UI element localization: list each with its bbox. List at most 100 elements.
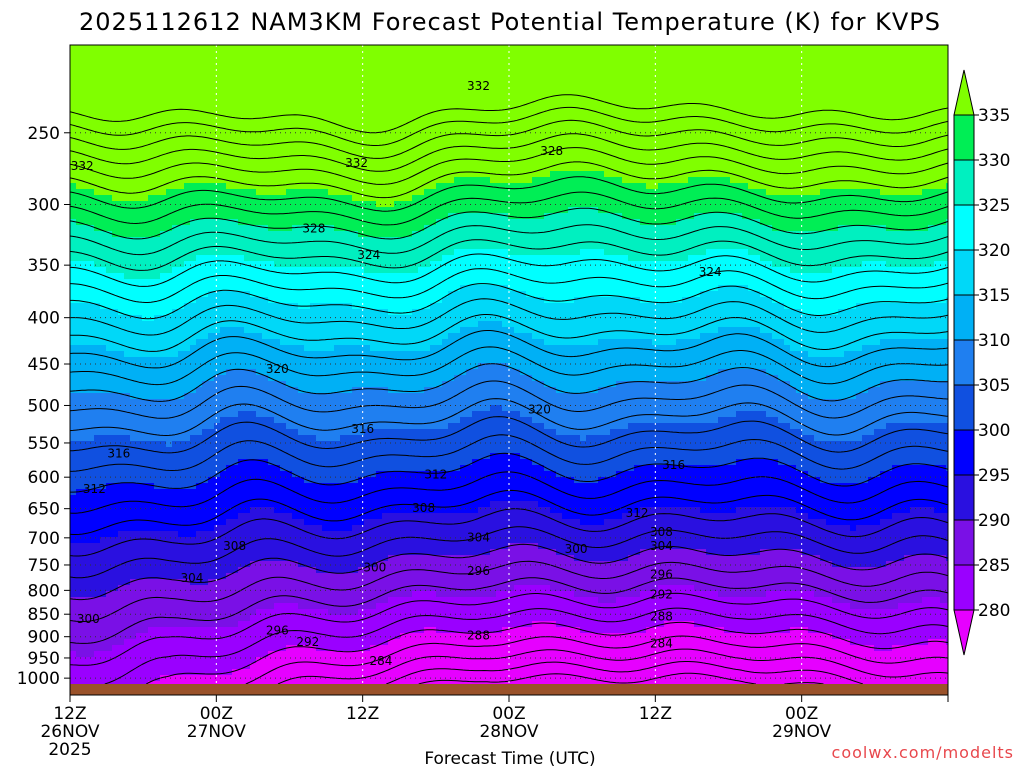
field-cell [328,117,335,124]
field-cell [166,495,173,502]
field-cell [118,285,125,292]
field-cell [70,633,77,640]
field-cell [178,423,185,430]
field-cell [316,267,323,274]
field-cell [292,663,299,670]
field-cell [262,549,269,556]
field-cell [238,513,245,520]
field-cell [184,225,191,232]
field-cell [244,591,251,598]
field-cell [184,69,191,76]
field-cell [184,123,191,130]
field-cell [184,177,191,184]
field-cell [160,57,167,64]
field-cell [106,327,113,334]
field-cell [232,135,239,142]
field-cell [94,489,101,496]
field-cell [124,255,131,262]
field-cell [82,129,89,136]
field-cell [118,75,125,82]
field-cell [334,429,341,436]
field-cell [238,627,245,634]
field-cell [202,159,209,166]
field-cell [220,309,227,316]
field-cell [112,51,119,58]
field-cell [190,201,197,208]
field-cell [142,225,149,232]
field-cell [166,567,173,574]
field-cell [328,231,335,238]
field-cell [238,357,245,364]
field-cell [286,495,293,502]
field-cell [226,345,233,352]
field-cell [202,447,209,454]
field-cell [94,321,101,328]
field-cell [214,573,221,580]
field-cell [208,405,215,412]
field-cell [214,195,221,202]
field-cell [268,657,275,664]
field-cell [292,243,299,250]
field-cell [262,237,269,244]
field-cell [280,531,287,538]
field-cell [316,483,323,490]
field-cell [232,477,239,484]
field-cell [202,657,209,664]
field-cell [250,471,257,478]
field-cell [256,549,263,556]
field-cell [70,165,77,172]
field-cell [328,315,335,322]
field-cell [232,141,239,148]
field-cell [154,195,161,202]
field-cell [190,639,197,646]
field-cell [136,615,143,622]
field-cell [316,87,323,94]
field-cell [328,417,335,424]
field-cell [250,663,257,670]
field-cell [94,651,101,658]
field-cell [232,513,239,520]
field-cell [238,309,245,316]
field-cell [106,375,113,382]
field-cell [238,81,245,88]
field-cell [202,333,209,340]
field-cell [226,123,233,130]
field-cell [154,549,161,556]
field-cell [346,195,353,202]
field-cell [82,585,89,592]
field-cell [304,75,311,82]
field-cell [148,375,155,382]
field-cell [238,315,245,322]
field-cell [106,285,113,292]
field-cell [70,465,77,472]
field-cell [316,63,323,70]
field-cell [286,525,293,532]
field-cell [142,561,149,568]
field-cell [154,393,161,400]
field-cell [304,51,311,58]
field-cell [70,501,77,508]
field-cell [292,531,299,538]
field-cell [94,159,101,166]
field-cell [208,333,215,340]
field-cell [244,81,251,88]
field-cell [190,207,197,214]
field-cell [244,69,251,76]
field-cell [76,87,83,94]
field-cell [220,105,227,112]
field-cell [184,477,191,484]
field-cell [232,339,239,346]
field-cell [310,285,317,292]
field-cell [298,117,305,124]
field-cell [346,147,353,154]
field-cell [346,219,353,226]
field-cell [328,471,335,478]
field-cell [190,93,197,100]
field-cell [328,105,335,112]
field-cell [118,429,125,436]
field-cell [112,159,119,166]
field-cell [274,645,281,652]
field-cell [310,573,317,580]
field-cell [82,561,89,568]
field-cell [178,321,185,328]
